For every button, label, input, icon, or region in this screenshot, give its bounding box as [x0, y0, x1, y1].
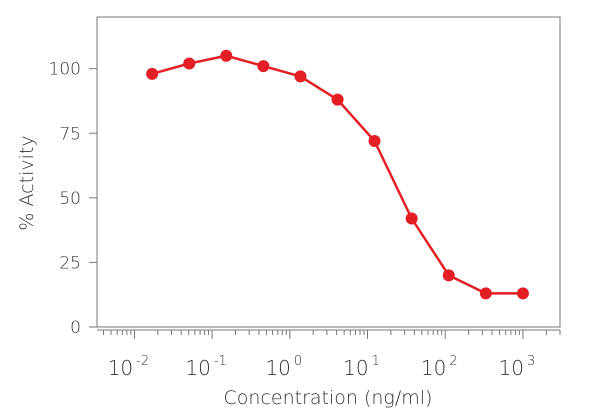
y-tick-label: 50 [59, 189, 81, 209]
data-point [146, 67, 159, 80]
data-point [257, 60, 270, 73]
x-tick-exponent: 0 [294, 354, 302, 369]
y-tick-label: 0 [70, 318, 81, 338]
y-axis-label: % Activity [16, 135, 38, 230]
data-point [183, 57, 196, 70]
data-point [405, 212, 418, 225]
x-tick-base: 10 [343, 356, 368, 380]
data-point [294, 70, 307, 83]
data-point [516, 287, 529, 300]
x-tick-label: 10 1 [343, 354, 380, 380]
data-point [442, 269, 455, 282]
data-point [368, 135, 381, 147]
x-tick-base: 10 [265, 356, 290, 380]
x-tick-label: 10 -2 [108, 354, 149, 380]
x-tick-exponent: 1 [372, 354, 380, 369]
data-point [331, 93, 344, 106]
x-tick-base: 10 [185, 356, 210, 380]
y-tick-label: 25 [59, 253, 81, 273]
data-point [220, 49, 233, 62]
x-tick-exponent: 3 [527, 354, 535, 369]
x-tick-label: 10 3 [499, 354, 536, 380]
x-axis-label: Concentration (ng/ml) [224, 387, 433, 409]
x-tick-exponent: 2 [449, 354, 457, 369]
x-tick-exponent: -1 [214, 354, 227, 369]
x-tick-base: 10 [499, 356, 524, 380]
series-line [151, 54, 523, 295]
y-axis: 0 25 50 75 100 [49, 60, 97, 338]
x-tick-exponent: -2 [136, 354, 149, 369]
x-tick-base: 10 [421, 356, 446, 380]
x-tick-base: 10 [108, 356, 133, 380]
y-tick-label: 75 [59, 124, 81, 144]
x-tick-label: 10 2 [421, 354, 458, 380]
y-tick-label: 100 [49, 60, 81, 80]
x-tick-label: 10 -1 [185, 354, 226, 380]
x-tick-label: 10 0 [265, 354, 302, 380]
data-point [479, 287, 492, 300]
series [146, 49, 529, 300]
plot-area-frame [96, 16, 561, 328]
x-axis: 10 -2 10 -1 10 0 10 1 10 2 10 3 [97, 329, 561, 380]
